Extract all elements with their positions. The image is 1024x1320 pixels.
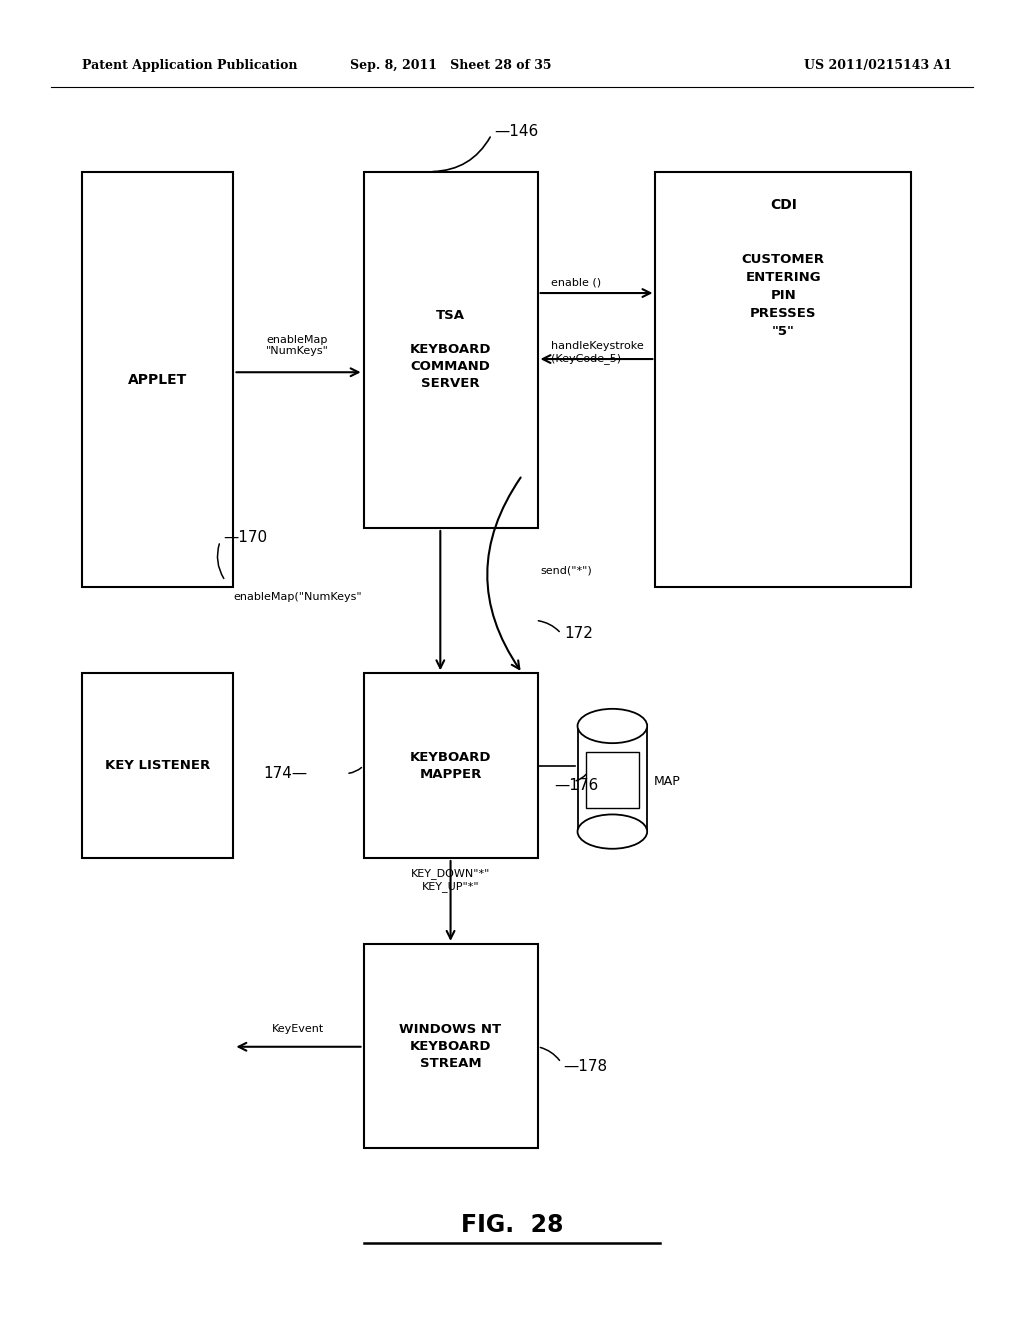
Text: enableMap("NumKeys": enableMap("NumKeys" [233,591,362,602]
Text: Sep. 8, 2011   Sheet 28 of 35: Sep. 8, 2011 Sheet 28 of 35 [350,59,551,73]
Text: KEY_DOWN"*"
KEY_UP"*": KEY_DOWN"*" KEY_UP"*" [411,869,490,892]
Bar [364,944,538,1148]
Text: —170: —170 [223,529,267,545]
Text: KEY LISTENER: KEY LISTENER [105,759,210,772]
Bar [82,172,233,587]
Text: FIG.  28: FIG. 28 [461,1213,563,1237]
Text: KEYBOARD
MAPPER: KEYBOARD MAPPER [410,751,492,780]
Text: Patent Application Publication: Patent Application Publication [82,59,297,73]
Text: WINDOWS NT
KEYBOARD
STREAM: WINDOWS NT KEYBOARD STREAM [399,1023,502,1069]
Text: TSA

KEYBOARD
COMMAND
SERVER: TSA KEYBOARD COMMAND SERVER [410,309,492,391]
Text: —178: —178 [563,1059,607,1074]
Text: CDI: CDI [770,198,797,213]
Text: MAP: MAP [653,775,680,788]
Bar [364,673,538,858]
Text: CUSTOMER
ENTERING
PIN
PRESSES
"5": CUSTOMER ENTERING PIN PRESSES "5" [741,253,825,338]
Text: US 2011/0215143 A1: US 2011/0215143 A1 [804,59,952,73]
Text: APPLET: APPLET [128,372,187,387]
Bar [586,752,639,808]
Text: 172: 172 [564,626,593,642]
Text: send("*"): send("*") [541,565,593,576]
Text: KeyEvent: KeyEvent [271,1023,325,1034]
Ellipse shape [578,709,647,743]
Ellipse shape [578,814,647,849]
Text: enable (): enable () [551,277,601,288]
FancyArrowPatch shape [487,478,520,669]
Text: enableMap
"NumKeys": enableMap "NumKeys" [265,335,329,356]
Bar [655,172,911,587]
Bar [578,726,647,832]
Text: —176: —176 [554,777,598,793]
Bar [364,172,538,528]
Bar [82,673,233,858]
Text: 174—: 174— [263,766,307,781]
Text: —146: —146 [495,124,539,140]
Text: handleKeystroke
(KeyCode_5): handleKeystroke (KeyCode_5) [551,341,644,364]
